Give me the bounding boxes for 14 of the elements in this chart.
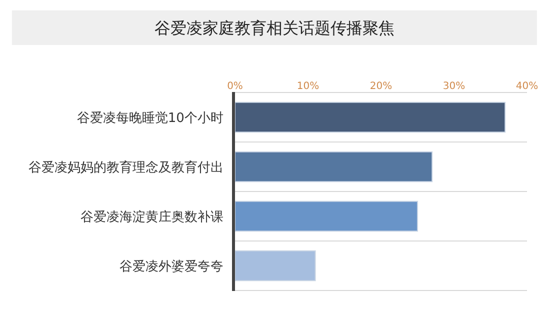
x-tick-label: 20% xyxy=(370,81,392,92)
x-tick-label: 40% xyxy=(516,81,538,92)
bar xyxy=(235,151,433,182)
x-tick-label: 30% xyxy=(442,81,466,92)
y-tick-label: 谷爱凌每晚睡觉10个小时 xyxy=(76,110,224,126)
x-tick-label: 10% xyxy=(296,81,320,92)
y-tick-label: 谷爱凌外婆爱夸夸 xyxy=(119,259,224,274)
bar xyxy=(235,200,418,232)
y-tick-label: 谷爱凌海淀黄庄奥数补课 xyxy=(80,210,224,225)
y-tick-label: 谷爱凌妈妈的教育理念及教育付出 xyxy=(28,159,224,176)
chart-title: 谷爱凌家庭教育相关话题传播聚焦 xyxy=(154,18,394,38)
bar xyxy=(235,102,506,133)
bar xyxy=(235,250,316,282)
x-tick-label: 0% xyxy=(227,81,243,92)
